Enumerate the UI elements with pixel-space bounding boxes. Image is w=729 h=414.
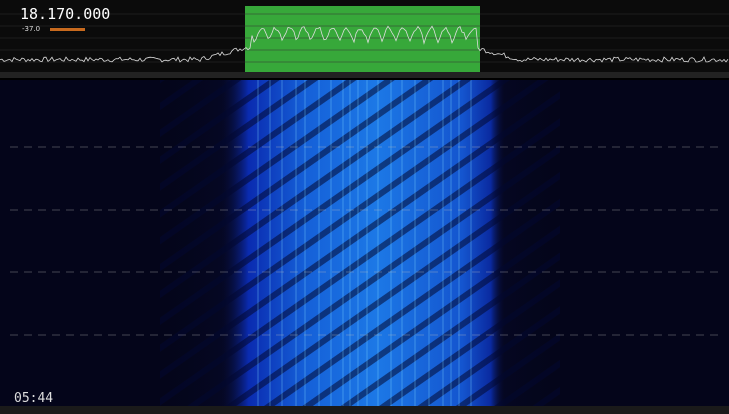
level-readout: -37.0 — [22, 25, 40, 33]
status-bar — [0, 406, 729, 414]
frequency-readout[interactable]: 18.170.000 — [20, 5, 110, 23]
waterfall-fading — [160, 80, 560, 406]
clock: 05:44 — [14, 391, 53, 406]
frequency-scale — [0, 72, 729, 78]
level-meter — [50, 28, 85, 31]
sdr-window: 18.170.000 -37.0 05:44 — [0, 0, 729, 414]
